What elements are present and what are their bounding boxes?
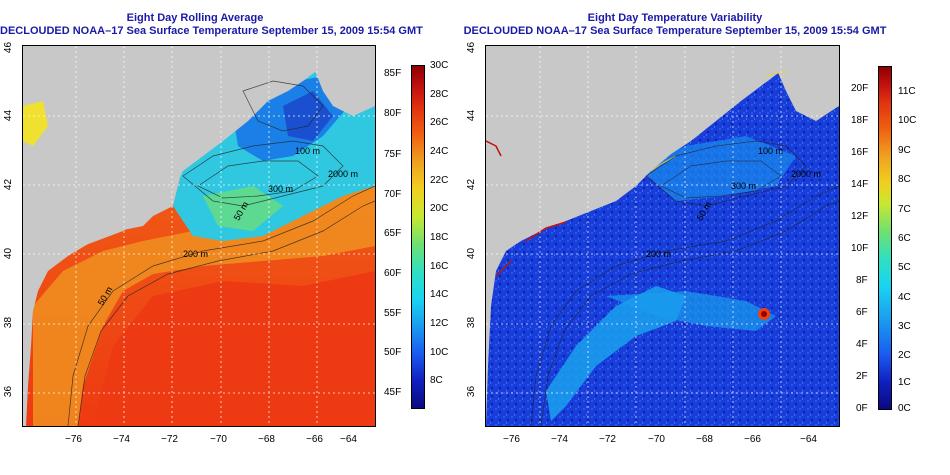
sst-variability-map: 100 m 300 m 50 m 2000 m 200 m (485, 45, 840, 427)
colorbar-c-label: 7C (898, 204, 911, 215)
y-tick-label: 40 (3, 247, 15, 260)
colorbar-f-label: 85F (384, 68, 402, 79)
colorbar-c-label: 3C (898, 321, 911, 332)
colorbar-c-label: 9C (898, 145, 911, 156)
x-tick-label: −72 (599, 434, 616, 445)
x-tick-label: −76 (65, 434, 82, 445)
x-tick-label: −68 (696, 434, 713, 445)
colorbar-f-label: 60F (384, 268, 402, 279)
colorbar-f-label: 16F (851, 147, 869, 158)
colorbar-f-label: 12F (851, 211, 869, 222)
colorbar-c-label: 1C (898, 377, 911, 388)
x-tick-label: −64 (340, 434, 357, 445)
y-tick-label: 44 (3, 109, 15, 122)
colorbar-c-label: 8C (430, 375, 443, 386)
right-title-line1: Eight Day Temperature Variability (587, 12, 763, 24)
colorbar-f-label: 2F (856, 371, 868, 382)
contour-label: 2000 m (791, 169, 822, 179)
colorbar-f-label: 45F (384, 387, 402, 398)
colorbar-c-label: 30C (430, 60, 449, 71)
colorbar-f-label: 8F (856, 275, 868, 286)
x-tick-label: −70 (210, 434, 227, 445)
colorbar-f-label: 18F (851, 115, 869, 126)
left-map-title: Eight Day Rolling Average DECLOUDED NOAA… (0, 12, 423, 38)
colorbar-f-label: 55F (384, 308, 402, 319)
y-tick-label: 38 (466, 316, 478, 329)
y-tick-label: 42 (3, 178, 15, 191)
variability-colorbar (878, 66, 892, 410)
colorbar-c-label: 16C (430, 261, 449, 272)
y-tick-label: 46 (3, 41, 15, 54)
colorbar-f-label: 4F (856, 339, 868, 350)
contour-label: 200 m (183, 249, 209, 259)
contour-label: 100 m (758, 146, 784, 156)
colorbar-f-label: 10F (851, 243, 869, 254)
x-tick-label: −66 (306, 434, 323, 445)
colorbar-f-label: 14F (851, 179, 869, 190)
colorbar-c-label: 12C (430, 318, 449, 329)
colorbar-c-label: 6C (898, 233, 911, 244)
colorbar-f-label: 0F (856, 403, 868, 414)
colorbar-f-label: 70F (384, 189, 402, 200)
x-tick-label: −72 (161, 434, 178, 445)
sst-average-map: 100 m 300 m 50 m 2000 m 200 m 50 m (22, 45, 376, 427)
colorbar-c-label: 4C (898, 292, 911, 303)
x-tick-label: −70 (648, 434, 665, 445)
left-title-line2: DECLOUDED NOAA–17 Sea Surface Temperatur… (0, 25, 423, 37)
colorbar-c-label: 8C (898, 174, 911, 185)
colorbar-f-label: 20F (851, 83, 869, 94)
x-tick-label: −68 (258, 434, 275, 445)
colorbar-f-label: 6F (856, 307, 868, 318)
y-tick-label: 36 (466, 385, 478, 398)
y-tick-label: 42 (466, 178, 478, 191)
colorbar-c-label: 28C (430, 89, 449, 100)
x-tick-label: −74 (551, 434, 568, 445)
y-tick-label: 36 (3, 385, 15, 398)
contour-label: 100 m (295, 146, 321, 156)
y-tick-label: 38 (3, 316, 15, 329)
colorbar-c-label: 0C (898, 403, 911, 414)
x-tick-label: −76 (503, 434, 520, 445)
sst-variability-image (486, 46, 839, 426)
y-tick-label: 46 (466, 41, 478, 54)
colorbar-c-label: 18C (430, 232, 449, 243)
y-tick-label: 40 (466, 247, 478, 260)
colorbar-f-label: 65F (384, 228, 402, 239)
colorbar-f-label: 75F (384, 149, 402, 160)
colorbar-c-label: 10C (430, 347, 449, 358)
colorbar-c-label: 22C (430, 175, 449, 186)
contour-label: 300 m (731, 181, 757, 191)
sst-colorbar (411, 65, 425, 409)
colorbar-c-label: 11C (898, 86, 916, 97)
colorbar-c-label: 14C (430, 289, 449, 300)
contour-label: 200 m (646, 249, 672, 259)
colorbar-c-label: 2C (898, 350, 911, 361)
left-title-line1: Eight Day Rolling Average (126, 12, 264, 24)
contour-label: 2000 m (328, 169, 359, 179)
colorbar-f-label: 80F (384, 108, 402, 119)
contour-label: 300 m (268, 184, 294, 194)
colorbar-c-label: 26C (430, 117, 449, 128)
right-map-title: Eight Day Temperature Variability DECLOU… (460, 12, 890, 38)
colorbar-c-label: 10C (898, 115, 917, 126)
sst-average-image (23, 46, 375, 426)
x-tick-label: −64 (800, 434, 817, 445)
colorbar-c-label: 5C (898, 262, 911, 273)
colorbar-f-label: 50F (384, 347, 402, 358)
x-tick-label: −74 (113, 434, 130, 445)
x-tick-label: −66 (744, 434, 761, 445)
right-title-line2: DECLOUDED NOAA–17 Sea Surface Temperatur… (463, 25, 887, 37)
colorbar-c-label: 24C (430, 146, 449, 157)
y-tick-label: 44 (466, 109, 478, 122)
colorbar-c-label: 20C (430, 203, 449, 214)
